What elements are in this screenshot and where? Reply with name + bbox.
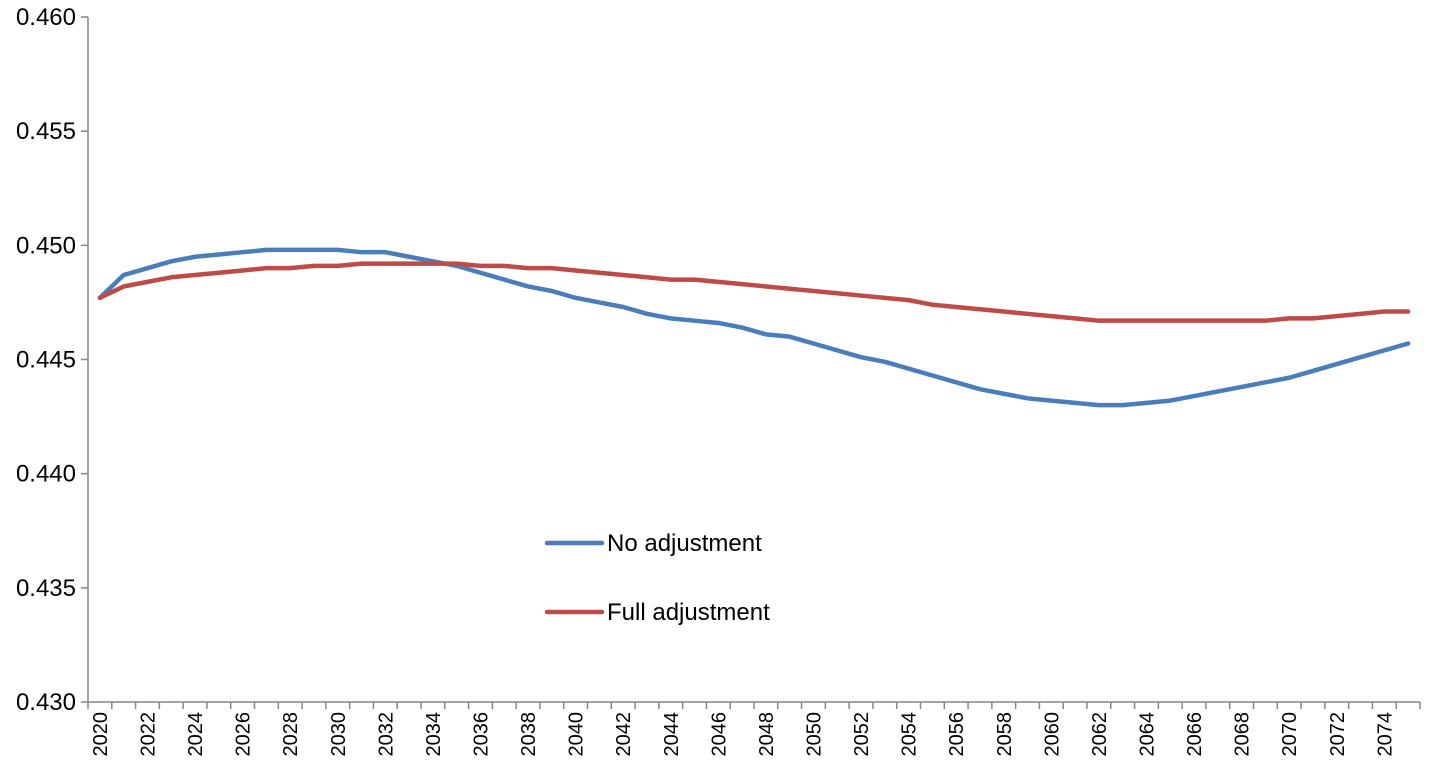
x-tick-label: 2030 [328, 712, 350, 757]
y-tick-label: 0.430 [16, 689, 76, 716]
x-tick-label: 2048 [756, 712, 778, 757]
y-tick-label: 0.455 [16, 118, 76, 145]
x-tick-label: 2034 [423, 712, 445, 757]
y-axis: 0.430 0.435 0.440 0.445 0.450 0.455 0.460 [16, 4, 89, 716]
x-tick-label: 2026 [233, 712, 255, 757]
x-tick-label: 2068 [1232, 712, 1254, 757]
x-tick-label: 2046 [708, 712, 730, 757]
x-tick-label: 2020 [90, 712, 112, 757]
legend: No adjustment Full adjustment [544, 530, 770, 626]
x-tick-label: 2072 [1327, 712, 1349, 757]
legend-label-1: Full adjustment [607, 599, 770, 626]
x-tick-label: 2052 [851, 712, 873, 757]
x-tick-label: 2054 [899, 712, 921, 757]
x-tick-label: 2064 [1136, 712, 1158, 757]
x-tick-label: 2036 [470, 712, 492, 757]
x-tick-label: 2044 [661, 712, 683, 757]
x-tick-label: 2050 [803, 712, 825, 757]
y-tick-label: 0.450 [16, 232, 76, 259]
x-tick-label: 2038 [518, 712, 540, 757]
y-tick-label: 0.440 [16, 461, 76, 488]
series-line-0 [97, 247, 1411, 408]
x-tick-label: 2070 [1279, 712, 1301, 757]
x-tick-label: 2042 [613, 712, 635, 757]
x-tick-label: 2022 [137, 712, 159, 757]
x-axis: 2020 2022 2024 2026 2028 2030 2032 2034 2036 2038… [87, 701, 1421, 757]
x-tick-label: 2074 [1374, 712, 1396, 757]
y-tick-label: 0.460 [16, 4, 76, 31]
x-tick-label: 2062 [1089, 712, 1111, 757]
x-tick-label: 2032 [375, 712, 397, 757]
y-tick-label: 0.445 [16, 347, 76, 374]
legend-label-0: No adjustment [607, 530, 762, 557]
x-tick-label: 2066 [1184, 712, 1206, 757]
x-tick-label: 2056 [946, 712, 968, 757]
series-line-1 [97, 261, 1411, 323]
x-tick-label: 2040 [566, 712, 588, 757]
x-tick-label: 2058 [994, 712, 1016, 757]
x-tick-label: 2060 [1041, 712, 1063, 757]
series-layer [97, 247, 1411, 408]
x-tick-label: 2028 [280, 712, 302, 757]
x-tick-label: 2024 [185, 712, 207, 757]
y-tick-label: 0.435 [16, 575, 76, 602]
